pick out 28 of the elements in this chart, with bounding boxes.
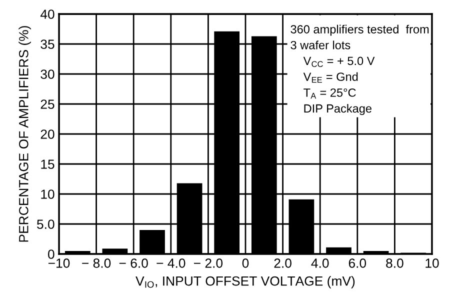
y-tick-label: 0 [48, 250, 54, 259]
x-tick-label: − 8.0 [82, 258, 111, 268]
y-tick-label: 30 [40, 70, 54, 79]
x-tick-label: − 2.0 [194, 258, 223, 268]
x-tick-label: −10 [48, 258, 70, 268]
x-tick-label: 4.0 [311, 258, 329, 268]
x-tick-label: − 6.0 [119, 258, 148, 268]
annotation: T$_{A}$ = 25°C [304, 88, 356, 99]
y-tick-label: 15 [41, 160, 54, 169]
x-tick-label: 10 [426, 258, 439, 268]
x-tick-label: 0 [242, 258, 249, 268]
y-tick-label: 5.0 [37, 220, 54, 229]
y-tick-label: 40 [40, 10, 54, 19]
annotation: V$_{CC}$ = + 5.0 V [303, 56, 375, 67]
annotation: V$_{EE}$ = Gnd [303, 72, 358, 83]
x-tick-label: 2.0 [274, 258, 292, 268]
y-tick-label: 35 [40, 40, 54, 49]
x-tick-label: − 4.0 [156, 258, 186, 268]
y-tick-label: 10 [41, 190, 54, 199]
annotation: 360 amplifiers tested from [290, 24, 429, 36]
annotation: 3 wafer lots [290, 40, 350, 50]
x-axis-title: V$_{IO}$, INPUT OFFSET VOLTAGE (mV) [136, 276, 355, 288]
y-tick-label: 20 [40, 130, 54, 139]
x-tick-label: 8.0 [386, 258, 404, 268]
annotation: DIP Package [304, 104, 372, 116]
x-tick-label: 6.0 [348, 258, 366, 268]
y-tick-label: 25 [40, 100, 54, 109]
y-axis-title: PERCENTAGE OF AMPLIFIERS (%) [18, 26, 31, 242]
